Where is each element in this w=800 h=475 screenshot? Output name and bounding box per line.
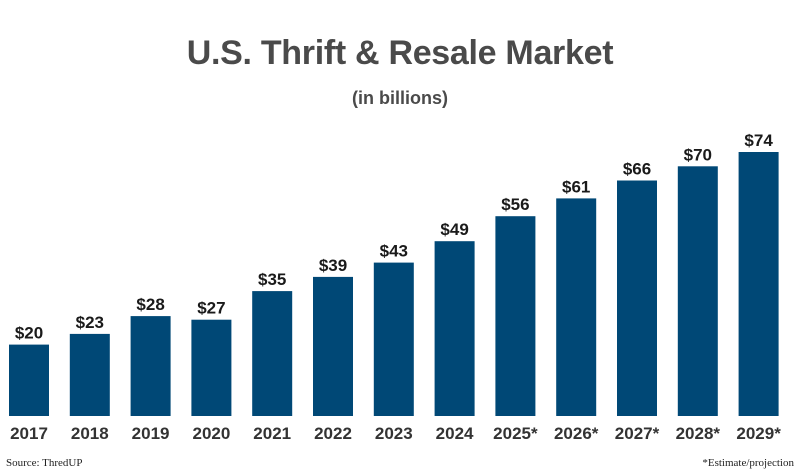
bar-2023 <box>373 262 414 416</box>
value-label: $20 <box>15 324 43 343</box>
chart-title: U.S. Thrift & Resale Market <box>186 34 614 72</box>
x-tick-label: 2028* <box>676 424 721 443</box>
x-tick-label: 2020 <box>192 424 230 443</box>
value-label: $23 <box>76 313 104 332</box>
value-label: $56 <box>501 195 529 214</box>
value-label: $70 <box>684 145 712 164</box>
value-label: $49 <box>440 220 468 239</box>
bar-2027-est <box>617 180 657 416</box>
x-tick-label: 2026* <box>554 424 599 443</box>
bar-2028-est <box>677 166 718 416</box>
value-label: $74 <box>744 131 773 150</box>
chart-subtitle: (in billions) <box>352 88 448 108</box>
x-tick-label: 2019 <box>132 424 170 443</box>
x-tick-label: 2018 <box>71 424 109 443</box>
value-label: $27 <box>197 299 225 318</box>
bar-2017 <box>9 344 49 416</box>
bar-2026-est <box>556 198 597 416</box>
bar-2019 <box>130 316 171 416</box>
bar-2018 <box>69 333 110 416</box>
value-label: $43 <box>380 242 408 261</box>
x-tick-label: 2025* <box>493 424 538 443</box>
value-label: $66 <box>623 160 651 179</box>
value-label: $39 <box>319 256 347 275</box>
value-label: $61 <box>562 177 590 196</box>
source-note: Source: ThredUP <box>6 457 83 469</box>
bar-2020 <box>191 319 232 416</box>
bar-2022 <box>313 276 353 416</box>
bar-2029-est <box>738 152 779 416</box>
value-label: $28 <box>136 295 164 314</box>
bar-2021 <box>252 291 293 416</box>
x-tick-label: 2017 <box>10 424 48 443</box>
x-tick-label: 2024 <box>436 424 474 443</box>
x-tick-label: 2021 <box>253 424 291 443</box>
x-tick-label: 2029* <box>736 424 781 443</box>
bar-2024 <box>434 241 475 416</box>
x-tick-label: 2022 <box>314 424 352 443</box>
estimate-note: *Estimate/projection <box>702 457 794 469</box>
x-tick-label: 2023 <box>375 424 413 443</box>
bar-2025-est <box>495 216 536 416</box>
x-tick-label: 2027* <box>615 424 660 443</box>
value-label: $35 <box>258 270 286 289</box>
